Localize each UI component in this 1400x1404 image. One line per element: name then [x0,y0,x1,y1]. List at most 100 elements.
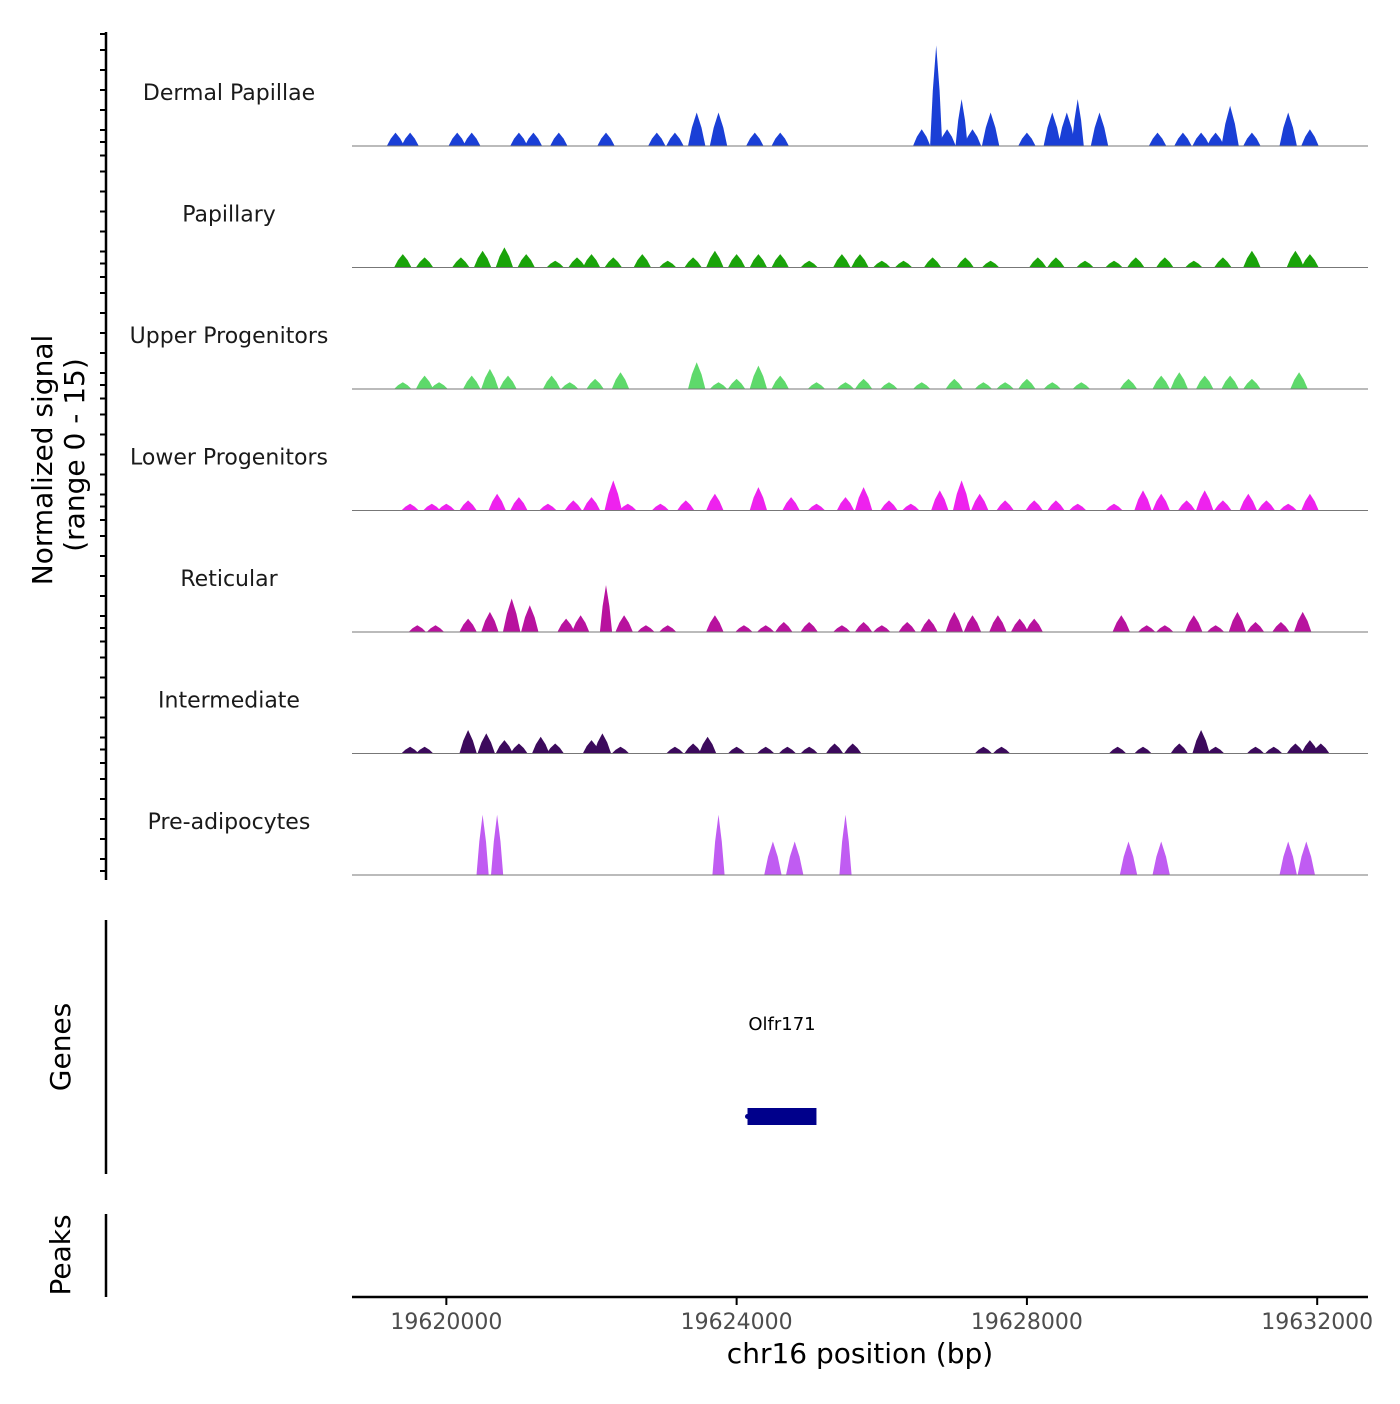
signal-peak [786,841,804,875]
signal-peak [1174,132,1192,146]
signal-peak [1152,375,1170,389]
signal-peak [510,743,528,754]
signal-peak [1170,743,1188,754]
peaks-axis-label: Peaks [44,1214,77,1295]
x-tick-label: 19632000 [1261,1310,1373,1335]
signal-peak [833,254,851,268]
signal-peak [1029,257,1047,268]
signal-peak [611,372,630,389]
signal-peak [825,743,844,754]
signal-peak [1301,254,1319,268]
signal-peak [477,733,495,754]
signal-peak [476,814,489,875]
signal-peak [1148,132,1167,146]
track-label: Lower Progenitors [130,446,328,471]
signal-peak [401,746,419,754]
signal-peak [771,375,789,389]
signal-peak [981,260,1000,268]
signal-peak [1127,257,1145,268]
signal-peak [1286,743,1305,754]
signal-peak [568,257,586,268]
signal-peak [712,814,725,875]
signal-peak [898,622,916,632]
signal-peak [688,362,706,389]
signal-peak [597,132,615,146]
signal-peak [698,736,717,754]
signal-peak [619,503,637,511]
signal-peak [521,605,539,632]
signal-peak [488,493,506,511]
signal-peak [920,618,938,632]
signal-peak [1025,500,1043,511]
signal-peak [974,746,993,754]
track-intermediate: Intermediate [158,689,1368,754]
signal-peak [394,382,412,389]
signal-peak [586,378,604,389]
signal-peak [1246,746,1265,754]
signal-peak [706,615,724,632]
signal-peak [974,382,993,389]
signal-peak [550,132,568,146]
signal-peak [1090,112,1109,146]
track-label: Upper Progenitors [130,324,329,349]
signal-tracks: Dermal Papillae Papillary Upper Progenitor… [130,45,1368,876]
signal-peak [593,733,612,754]
signal-peak [459,618,477,632]
signal-peak [448,132,466,146]
track-label: Papillary [182,203,276,228]
track-label: Reticular [180,567,278,592]
signal-peak [938,129,956,146]
signal-peak [1272,622,1290,632]
signal-peak [582,497,601,511]
signal-peak [633,254,651,268]
signal-peak [894,260,913,268]
signal-peak [749,254,768,268]
signal-peak [688,112,706,146]
track-label: Dermal Papillae [143,81,315,106]
signal-peak [1192,132,1210,146]
signal-peak [491,814,504,875]
x-tick-label: 19628000 [971,1310,1083,1335]
signal-peak [727,746,746,754]
track-reticular: Reticular [180,567,1368,633]
signal-peak [880,500,898,511]
signal-peak [1185,615,1203,632]
track-label: Intermediate [158,689,300,714]
signal-peak [415,746,434,754]
signal-peak [1134,746,1152,754]
signal-peak [546,260,564,268]
signal-peak [1170,372,1188,389]
signal-peak [1206,132,1225,146]
signal-peak [1156,257,1174,268]
signal-peak [981,112,1000,146]
signal-peak [1301,740,1319,754]
signal-peak [971,493,989,511]
track-papillary: Papillary [182,203,1368,268]
signal-peak [1072,382,1091,389]
signal-peak [1279,112,1297,146]
signal-peak [880,382,898,389]
signal-peak [582,254,601,268]
signal-peak [604,257,622,268]
track-pre-adipocytes: Pre-adipocytes [148,810,1368,876]
signal-peak [532,736,550,754]
signal-peak [873,260,891,268]
signal-peak [452,257,470,268]
signal-peak [902,503,920,511]
signal-peak [611,746,630,754]
signal-peak [1185,260,1203,268]
signal-peak [459,730,477,754]
signal-peak [1257,500,1276,511]
signal-peak [542,375,561,389]
signal-peak [709,382,728,389]
x-axis: 19620000 19624000 19628000 19632000 [352,1295,1373,1335]
signal-peak [1279,841,1297,875]
signal-peak [1279,503,1297,511]
signal-peak [931,490,949,511]
genes-axis-label: Genes [44,1003,77,1091]
signal-peak [481,611,499,632]
signal-peak [992,746,1011,754]
signal-peak [463,132,481,146]
signal-peak [651,503,670,511]
signal-peak [1137,625,1156,632]
